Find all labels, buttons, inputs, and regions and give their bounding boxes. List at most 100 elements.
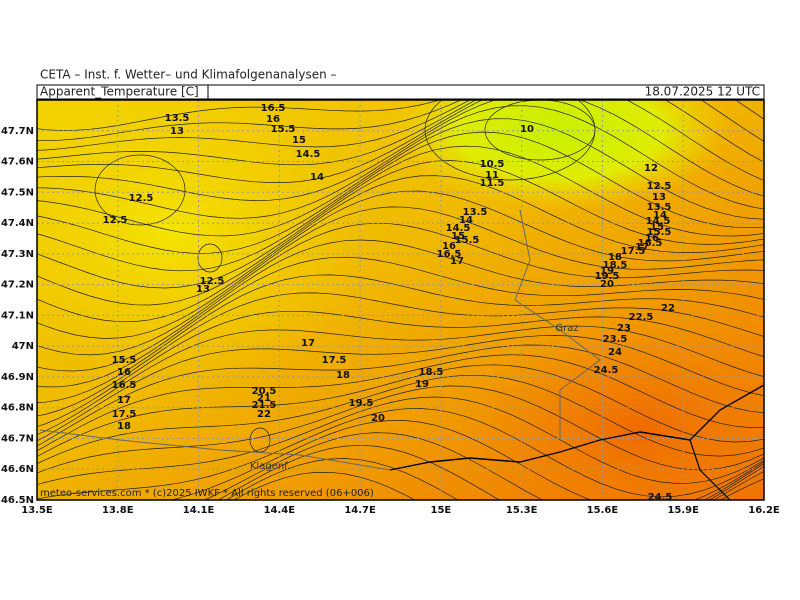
y-tick-label: 47.1N xyxy=(1,310,34,321)
x-tick-label: 14.4E xyxy=(264,505,296,516)
contour-line xyxy=(37,310,764,427)
contour-label: 20 xyxy=(600,279,614,290)
footer: meteo-services.com * (c)2025 IWKF * All … xyxy=(40,488,374,499)
contour-label: 20 xyxy=(371,413,385,424)
variable: Apparent_Temperature [C] xyxy=(40,85,199,99)
contour-label: 19.5 xyxy=(349,398,374,409)
contour-line xyxy=(37,325,764,436)
header-box xyxy=(36,84,765,100)
contour-label: 18 xyxy=(117,421,131,432)
contour-line xyxy=(217,444,764,500)
contour-label: 17.5 xyxy=(322,355,347,366)
contour-label: 24.5 xyxy=(648,492,673,503)
contour-label: 15 xyxy=(650,222,664,233)
contour-line xyxy=(37,354,764,452)
contour-label: 15 xyxy=(292,135,306,146)
y-tick-label: 46.6N xyxy=(1,464,34,475)
contour-line xyxy=(37,100,764,142)
y-tick-label: 46.5N xyxy=(1,495,34,506)
y-tick-label: 47N xyxy=(12,341,34,352)
contour-label: 17.5 xyxy=(621,246,646,257)
contour-line xyxy=(37,105,764,219)
contour-label: 13.5 xyxy=(647,202,672,213)
contour-label: 22 xyxy=(661,303,675,314)
contour-label: 11 xyxy=(485,170,499,181)
border xyxy=(689,439,731,500)
contour-label: 23 xyxy=(617,323,631,334)
y-tick-label: 47.6N xyxy=(1,157,34,168)
y-tick-label: 46.7N xyxy=(1,433,34,444)
contour-label: 16.5 xyxy=(437,249,462,260)
contour-label: 10 xyxy=(520,124,534,135)
x-tick-label: 14.7E xyxy=(344,505,376,516)
contour-label: 14 xyxy=(459,215,473,226)
x-tick-label: 16.2E xyxy=(748,505,780,516)
contour-label: 22.5 xyxy=(629,312,654,323)
contour-label: 15.5 xyxy=(271,124,296,135)
contour-label: 13.5 xyxy=(165,113,190,124)
grid xyxy=(37,100,764,500)
contour-line xyxy=(37,100,764,151)
contour-label: 17 xyxy=(301,338,315,349)
contour-label: 24.5 xyxy=(594,365,619,376)
contour-line xyxy=(37,100,764,166)
x-tick-label: 15.9E xyxy=(667,505,699,516)
x-tick-label: 15E xyxy=(431,505,452,516)
contour-label: 18 xyxy=(608,252,622,263)
contour-line xyxy=(37,175,764,306)
contour-label: 22 xyxy=(257,409,271,420)
y-tick-label: 47.2N xyxy=(1,280,34,291)
contour-label: 12.5 xyxy=(200,276,225,287)
contour-line xyxy=(94,154,186,226)
contour-label: 17.5 xyxy=(112,409,137,420)
contour-label: 12.5 xyxy=(129,193,154,204)
contour-label: 14.5 xyxy=(296,149,321,160)
contour-line xyxy=(37,408,764,500)
contour-line xyxy=(37,385,764,474)
contour-label: 19 xyxy=(415,379,429,390)
x-tick-label: 15.6E xyxy=(587,505,619,516)
contour-line xyxy=(37,344,764,447)
contour-line xyxy=(225,458,764,500)
contour-line xyxy=(37,100,764,201)
y-tick-label: 47.3N xyxy=(1,249,34,260)
contour-label: 12.5 xyxy=(647,181,672,192)
contour-label: 16 xyxy=(645,233,659,244)
y-tick-label: 47.5N xyxy=(1,187,34,198)
contour-label: 15.5 xyxy=(455,235,480,246)
field xyxy=(37,100,370,380)
contour-label: 15.5 xyxy=(112,355,137,366)
contour-label: 14.5 xyxy=(446,223,471,234)
contour-label: 14 xyxy=(653,210,667,221)
contours xyxy=(37,100,764,500)
contour-label: 18.5 xyxy=(419,367,444,378)
x-tick-label: 14.1E xyxy=(183,505,215,516)
contour-line xyxy=(37,292,764,417)
contour-label: 14.5 xyxy=(646,216,671,227)
y-tick-label: 46.9N xyxy=(1,372,34,383)
y-tick-label: 46.8N xyxy=(1,403,34,414)
place-label: Klagenf. xyxy=(250,461,290,472)
contour-label: 15.5 xyxy=(647,227,672,238)
contour-line xyxy=(37,274,764,403)
border xyxy=(389,384,764,471)
contour-label: 11.5 xyxy=(480,178,505,189)
y-tick-label: 47.7N xyxy=(1,126,34,137)
contour-line xyxy=(424,100,596,181)
contour-line xyxy=(37,396,764,486)
x-tick-label: 13.5E xyxy=(21,505,53,516)
contour-label: 21.5 xyxy=(252,400,277,411)
contour-label: 16 xyxy=(117,367,131,378)
contour-label: 17 xyxy=(117,395,131,406)
contour-label: 12 xyxy=(644,163,658,174)
contour-label: 19 xyxy=(600,266,614,277)
contour-label: 12.5 xyxy=(103,215,128,226)
contour-line xyxy=(37,256,764,388)
contour-line xyxy=(37,206,764,339)
contour-line xyxy=(37,100,441,131)
contour-line xyxy=(197,243,223,273)
contour-label: 17 xyxy=(450,256,464,267)
contour-label: 24 xyxy=(608,347,622,358)
contour-label: 16.5 xyxy=(638,238,663,249)
contour-label: 23.5 xyxy=(603,334,628,345)
